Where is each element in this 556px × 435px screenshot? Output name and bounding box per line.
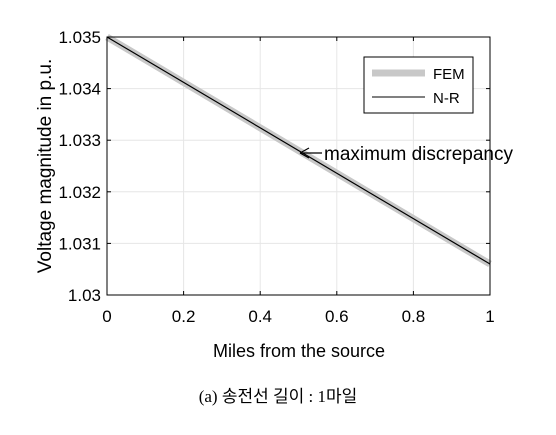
y-tick-label: 1.034 [58, 80, 101, 99]
series-line-n-r [106, 36, 491, 265]
annotation-arrow-head [299, 147, 310, 159]
legend-nr-label: N-R [433, 90, 460, 107]
y-tick-labels: 1.03 1.031 1.032 1.033 1.034 1.035 [58, 28, 101, 305]
x-axis-label: Miles from the source [213, 341, 385, 361]
y-axis-label: Voltage magnitude in p.u. [35, 59, 56, 273]
x-tick-label: 0.2 [172, 307, 196, 326]
axes-box [106, 36, 491, 296]
x-tick-label: 0.4 [248, 307, 272, 326]
annotation-text: maximum discrepancy [324, 144, 513, 165]
y-tick-label: 1.032 [58, 183, 101, 202]
x-tick-labels: 0 0.2 0.4 0.6 0.8 1 [102, 307, 494, 326]
tick-marks [106, 36, 491, 296]
y-tick-label: 1.035 [58, 28, 101, 47]
x-tick-label: 0.8 [402, 307, 426, 326]
annotation: maximum discrepancy [299, 144, 513, 165]
y-tick-label: 1.033 [58, 131, 101, 150]
x-tick-label: 0.6 [325, 307, 349, 326]
figure-caption: (a) 송전선 길이 : 1마일 [199, 387, 358, 406]
legend-box [363, 56, 474, 114]
series-group [105, 33, 492, 268]
legend: FEM N-R [363, 56, 474, 114]
x-tick-label: 0 [102, 307, 111, 326]
y-tick-label: 1.031 [58, 234, 101, 253]
x-tick-label: 1 [485, 307, 494, 326]
legend-fem-label: FEM [433, 66, 465, 83]
y-tick-label: 1.03 [68, 286, 101, 305]
